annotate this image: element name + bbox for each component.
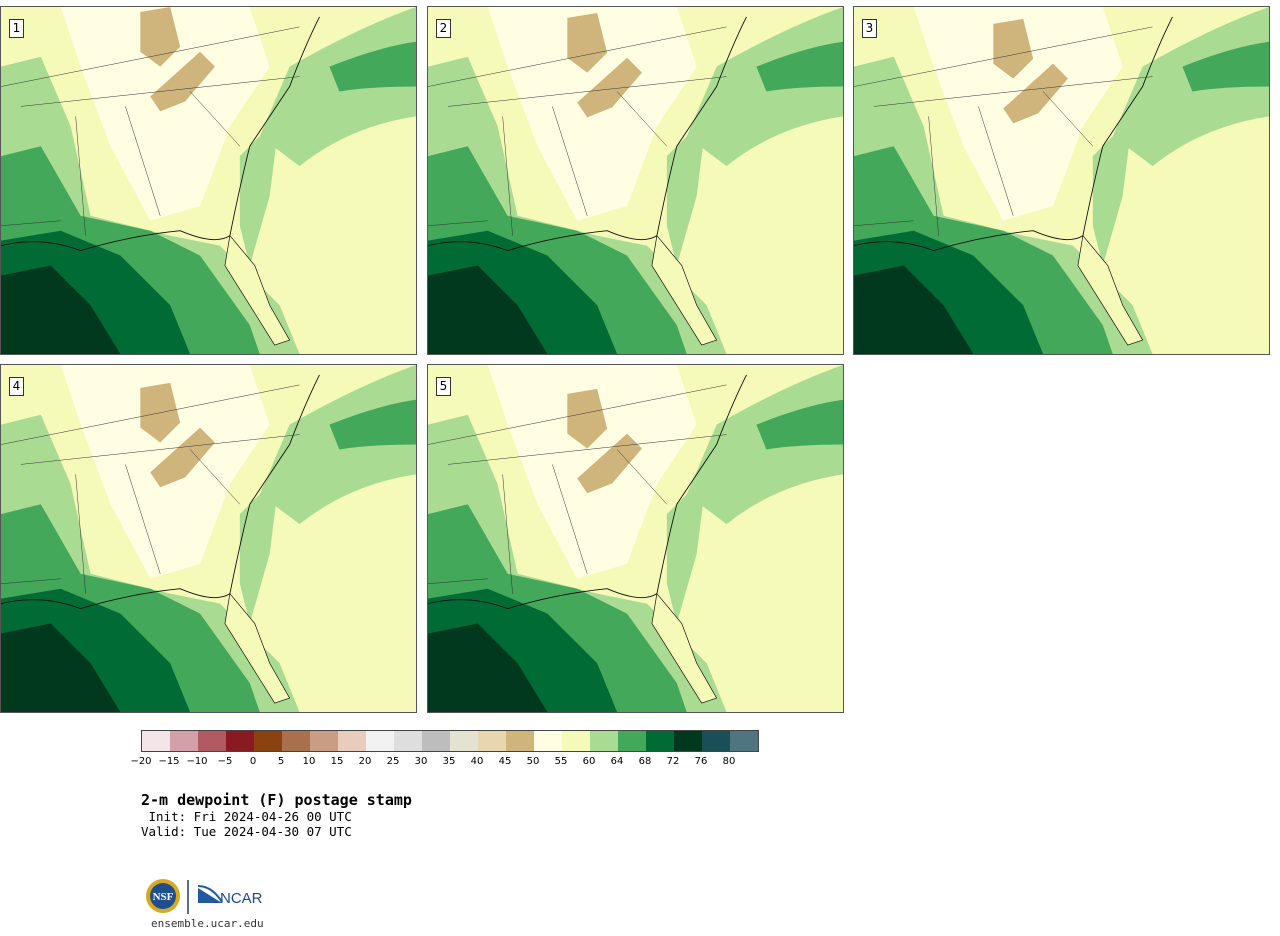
colorbar-tick: 68 bbox=[638, 756, 652, 767]
colorbar-tick: 72 bbox=[666, 756, 680, 767]
colorbar-swatch bbox=[646, 731, 674, 751]
colorbar-swatch bbox=[730, 731, 758, 751]
colorbar-swatch bbox=[226, 731, 254, 751]
colorbar-tick: −10 bbox=[186, 756, 208, 767]
colorbar-swatch bbox=[338, 731, 366, 751]
colorbar-tick: 55 bbox=[554, 756, 568, 767]
colorbar-swatch bbox=[310, 731, 338, 751]
colorbar-tick: 80 bbox=[722, 756, 736, 767]
colorbar-swatch bbox=[478, 731, 506, 751]
member-panel-2: 2 bbox=[427, 6, 844, 355]
colorbar-swatch bbox=[450, 731, 478, 751]
nsf-logo-icon: NSF bbox=[146, 879, 180, 913]
member-label: 1 bbox=[9, 19, 24, 38]
colorbar-tick: −5 bbox=[217, 756, 233, 767]
colorbar-tick: 30 bbox=[414, 756, 428, 767]
colorbar-tick: 45 bbox=[498, 756, 512, 767]
colorbar-swatch bbox=[198, 731, 226, 751]
member-label: 3 bbox=[862, 19, 877, 38]
colorbar-tick: 64 bbox=[610, 756, 624, 767]
colorbar-tick: 35 bbox=[442, 756, 456, 767]
member-panel-5: 5 bbox=[427, 364, 844, 713]
member-panel-1: 1 bbox=[0, 6, 417, 355]
colorbar-swatch bbox=[702, 731, 730, 751]
ncar-logo-text: NCAR bbox=[220, 890, 263, 907]
colorbar-tick-labels: −20 −15 −10 −5 0 5 10 15 20 25 30 35 40 45 50 55 60 64 68 7… bbox=[130, 756, 761, 770]
colorbar-tick: 0 bbox=[249, 756, 257, 767]
colorbar-tick: 5 bbox=[277, 756, 285, 767]
colorbar-tick: 50 bbox=[526, 756, 540, 767]
colorbar-tick: 25 bbox=[386, 756, 400, 767]
member-label: 4 bbox=[9, 377, 24, 396]
member-panel-3: 3 bbox=[853, 6, 1270, 355]
member-label: 2 bbox=[436, 19, 451, 38]
member-label: 5 bbox=[436, 377, 451, 396]
site-url: ensemble.ucar.edu bbox=[151, 917, 264, 930]
colorbar-swatch bbox=[590, 731, 618, 751]
colorbar-swatch bbox=[170, 731, 198, 751]
colorbar-swatch bbox=[562, 731, 590, 751]
colorbar-swatch bbox=[674, 731, 702, 751]
product-title: 2-m dewpoint (F) postage stamp bbox=[141, 791, 412, 809]
member-panel-4: 4 bbox=[0, 364, 417, 713]
nsf-logo-text: NSF bbox=[153, 891, 174, 903]
colorbar-tick: 40 bbox=[470, 756, 484, 767]
colorbar-tick: 60 bbox=[582, 756, 596, 767]
colorbar-swatch bbox=[506, 731, 534, 751]
colorbar-tick: −15 bbox=[158, 756, 180, 767]
colorbar-tick: 10 bbox=[302, 756, 316, 767]
colorbar-swatch bbox=[394, 731, 422, 751]
logos: NSF NCAR bbox=[144, 876, 274, 918]
colorbar-swatch bbox=[282, 731, 310, 751]
colorbar-swatch bbox=[254, 731, 282, 751]
colorbar-tick: 76 bbox=[694, 756, 708, 767]
colorbar-swatch bbox=[366, 731, 394, 751]
dewpoint-colorbar bbox=[141, 730, 759, 752]
colorbar-tick: 15 bbox=[330, 756, 344, 767]
colorbar-swatch bbox=[142, 731, 170, 751]
colorbar-tick: 20 bbox=[358, 756, 372, 767]
colorbar-swatch bbox=[534, 731, 562, 751]
init-time: Init: Fri 2024-04-26 00 UTC bbox=[141, 809, 352, 824]
colorbar-swatch bbox=[422, 731, 450, 751]
valid-time: Valid: Tue 2024-04-30 07 UTC bbox=[141, 824, 352, 839]
colorbar-swatch bbox=[618, 731, 646, 751]
ncar-logo-icon: NCAR bbox=[197, 885, 263, 907]
colorbar-tick: −20 bbox=[130, 756, 152, 767]
